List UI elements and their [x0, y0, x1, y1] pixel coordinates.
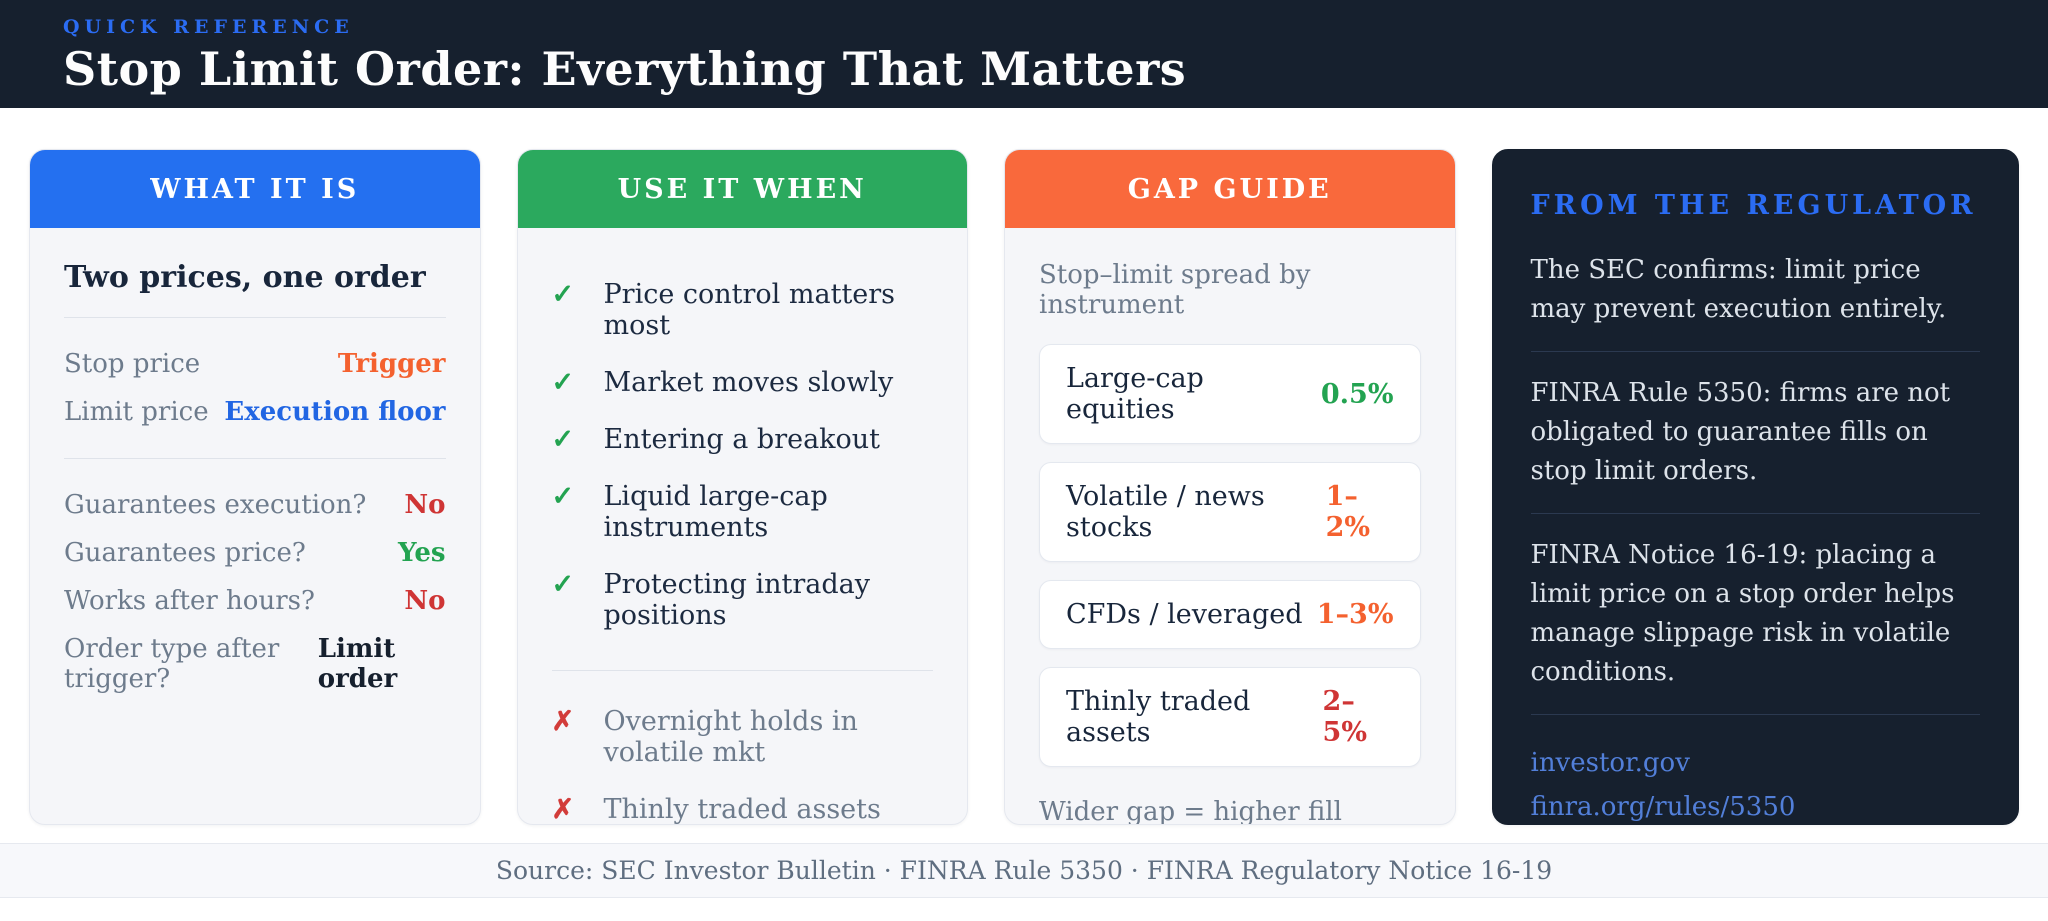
- regulator-links: investor.gov finra.org/rules/5350 finra.…: [1530, 715, 1981, 824]
- dont-item-label: Overnight holds in volatile mkt: [603, 706, 858, 768]
- do-list-item: ✓ Protecting intraday positions: [552, 556, 934, 644]
- card-grid: WHAT IT IS Two prices, one order Stop pr…: [0, 108, 2048, 825]
- card-regulator-header: FROM THE REGULATOR: [1530, 190, 1977, 221]
- do-item-label: Price control matters most: [603, 279, 896, 341]
- card-gap-guide-body: Stop–limit spread by instrument Large-ca…: [1005, 228, 1455, 825]
- gap-row-label: Thinly traded assets: [1066, 686, 1251, 748]
- do-list-item: ✓ Price control matters most: [552, 266, 934, 354]
- check-icon: ✓: [551, 367, 575, 398]
- gap-row-value: 1–3%: [1316, 599, 1394, 630]
- card-regulator: FROM THE REGULATOR The SEC confirms: lim…: [1491, 149, 2019, 825]
- regulator-paragraph-notice-16-19: FINRA Notice 16-19: placing a limit pric…: [1530, 540, 1955, 687]
- eyebrow-label: QUICK REFERENCE: [63, 16, 354, 38]
- kv-row-order-type: Order type after trigger? Limit order: [64, 625, 446, 703]
- check-icon: ✓: [551, 279, 575, 310]
- page-title: Stop Limit Order: Everything That Matter…: [63, 42, 1187, 96]
- do-item-label: Entering a breakout: [603, 424, 881, 455]
- regulator-paragraph-rule-5350: FINRA Rule 5350: firms are not obligated…: [1530, 378, 1951, 486]
- price-rows-group: Stop price Trigger Limit price Execution…: [64, 318, 446, 458]
- dont-item-label: Thinly traded assets: [603, 794, 881, 825]
- fact-rows-group: Guarantees execution? No Guarantees pric…: [64, 458, 446, 725]
- kv-value: No: [404, 490, 446, 520]
- gap-row-value: 2–5%: [1322, 686, 1367, 748]
- card-gap-guide-header: GAP GUIDE: [1005, 150, 1455, 228]
- do-list-item: ✓ Liquid large-cap instruments: [552, 468, 934, 556]
- source-attribution: Source: SEC Investor Bulletin · FINRA Ru…: [495, 856, 1553, 885]
- kv-value: Limit order: [317, 634, 398, 694]
- do-item-label: Market moves slowly: [603, 367, 894, 398]
- card-what-it-is: WHAT IT IS Two prices, one order Stop pr…: [29, 149, 481, 825]
- kv-value: Yes: [398, 538, 446, 568]
- gap-row-thinly-traded: Thinly traded assets 2–5%: [1039, 667, 1421, 767]
- card-use-it-when-body: ✓ Price control matters most ✓ Market mo…: [518, 228, 968, 825]
- gap-row-label: Large-cap equities: [1066, 363, 1204, 425]
- card-use-it-when-header: USE IT WHEN: [517, 150, 967, 228]
- kv-row-after-hours: Works after hours? No: [64, 577, 446, 625]
- kv-row-guarantees-execution: Guarantees execution? No: [64, 481, 446, 529]
- list-divider: [551, 670, 933, 671]
- gap-row-label: Volatile / news stocks: [1066, 481, 1265, 543]
- kv-label: Limit price: [64, 397, 209, 427]
- gap-row-value: 0.5%: [1320, 378, 1394, 410]
- gap-note-line: Wider gap = higher fill chance: [1039, 797, 1342, 825]
- regulator-divider: [1530, 714, 1980, 715]
- card-gap-guide: GAP GUIDE Stop–limit spread by instrumen…: [1004, 149, 1456, 825]
- x-icon: ✗: [551, 706, 575, 737]
- gap-row-value: 1–2%: [1325, 481, 1371, 543]
- check-icon: ✓: [551, 481, 575, 512]
- card-what-it-is-subtitle: Two prices, one order: [64, 260, 446, 318]
- do-item-label: Protecting intraday positions: [603, 569, 871, 631]
- card-what-it-is-body: Two prices, one order Stop price Trigger…: [30, 228, 480, 757]
- dont-list-item: ✗ Overnight holds in volatile mkt: [552, 693, 934, 781]
- kv-value: No: [404, 586, 446, 616]
- kv-label: Guarantees execution?: [64, 490, 367, 520]
- do-list-item: ✓ Entering a breakout: [552, 411, 934, 468]
- link-investor-gov[interactable]: investor.gov: [1530, 748, 1690, 778]
- kv-label: Stop price: [64, 349, 201, 379]
- kv-label: Guarantees price?: [64, 538, 306, 568]
- gap-row-large-cap: Large-cap equities 0.5%: [1039, 344, 1421, 444]
- do-list: ✓ Price control matters most ✓ Market mo…: [552, 260, 934, 644]
- link-finra-rules-5350[interactable]: finra.org/rules/5350: [1530, 792, 1796, 823]
- regulator-divider: [1530, 513, 1980, 514]
- kv-label: Order type after trigger?: [64, 634, 280, 694]
- kv-value: Trigger: [337, 349, 446, 379]
- gap-guide-notes: Wider gap = higher fill chance Tighter g…: [1039, 795, 1421, 825]
- kv-row-guarantees-price: Guarantees price? Yes: [64, 529, 446, 577]
- kv-row-stop-price: Stop price Trigger: [64, 340, 446, 388]
- kv-value: Execution floor: [224, 397, 446, 427]
- dont-list: ✗ Overnight holds in volatile mkt ✗ Thin…: [551, 687, 934, 825]
- do-item-label: Liquid large-cap instruments: [603, 481, 828, 543]
- gap-row-label: CFDs / leveraged: [1066, 599, 1303, 630]
- dont-list-item: ✗ Thinly traded assets: [551, 781, 934, 825]
- footer-band: Source: SEC Investor Bulletin · FINRA Ru…: [0, 843, 2048, 898]
- card-use-it-when: USE IT WHEN ✓ Price control matters most…: [516, 149, 968, 825]
- top-banner: QUICK REFERENCE Stop Limit Order: Everyt…: [0, 0, 2048, 108]
- kv-label: Works after hours?: [64, 586, 315, 616]
- check-icon: ✓: [551, 424, 575, 455]
- card-what-it-is-header: WHAT IT IS: [30, 150, 480, 228]
- regulator-paragraph-sec: The SEC confirms: limit price may preven…: [1530, 255, 1947, 324]
- x-icon: ✗: [551, 794, 575, 825]
- regulator-divider: [1530, 351, 1980, 352]
- gap-row-volatile: Volatile / news stocks 1–2%: [1039, 462, 1421, 562]
- kv-row-limit-price: Limit price Execution floor: [64, 388, 446, 436]
- gap-guide-subtitle: Stop–limit spread by instrument: [1039, 260, 1311, 320]
- do-list-item: ✓ Market moves slowly: [552, 354, 934, 411]
- check-icon: ✓: [551, 569, 575, 600]
- gap-row-cfds: CFDs / leveraged 1–3%: [1039, 580, 1421, 649]
